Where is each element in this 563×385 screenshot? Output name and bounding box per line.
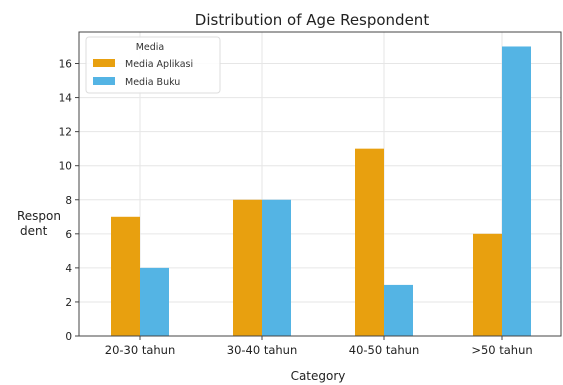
- y-axis-label-line-2: dent: [20, 224, 48, 238]
- bar-media-buku-3: [384, 284, 413, 336]
- bar-media-buku-2: [262, 199, 291, 336]
- bar-media-buku-1: [140, 267, 169, 336]
- x-ticks: 20-30 tahun 30-40 tahun 40-50 tahun >50 tah…: [105, 336, 533, 357]
- y-tick-label: 6: [65, 229, 72, 241]
- bar-media-aplikasi-4: [473, 233, 502, 336]
- x-axis-label: Category: [291, 369, 346, 383]
- y-tick-label: 14: [59, 93, 73, 105]
- legend-title: Media: [136, 42, 165, 53]
- x-tick-label: 40-50 tahun: [349, 343, 420, 357]
- y-tick-label: 12: [59, 127, 72, 139]
- bar-media-aplikasi-2: [233, 199, 262, 336]
- y-tick-label: 16: [59, 59, 73, 71]
- legend-swatch-media-aplikasi: [93, 59, 115, 67]
- bar-media-buku-4: [502, 46, 531, 336]
- y-tick-label: 8: [65, 195, 72, 207]
- bar-media-aplikasi-1: [111, 216, 140, 336]
- plot-frame: [78, 31, 562, 337]
- bar-media-aplikasi-3: [355, 148, 384, 336]
- y-tick-label: 10: [59, 161, 72, 173]
- legend: Media Media Aplikasi Media Buku: [85, 36, 221, 94]
- legend-swatch-media-buku: [93, 77, 115, 85]
- x-tick-label: 30-40 tahun: [227, 343, 298, 357]
- y-tick-label: 4: [65, 263, 72, 275]
- legend-label-media-aplikasi: Media Aplikasi: [125, 59, 193, 70]
- x-tick-label: >50 tahun: [471, 343, 532, 357]
- x-tick-label: 20-30 tahun: [105, 343, 176, 357]
- y-tick-label: 2: [65, 297, 72, 309]
- y-axis-label-line-1: Respon: [17, 209, 61, 223]
- chart-title: Distribution of Age Respondent: [195, 11, 430, 29]
- legend-box: [85, 36, 221, 94]
- y-ticks: 0 2 4 6 8 10 12 14 16: [59, 59, 79, 343]
- bars: [111, 46, 531, 336]
- legend-label-media-buku: Media Buku: [125, 77, 180, 88]
- y-tick-label: 0: [65, 331, 72, 343]
